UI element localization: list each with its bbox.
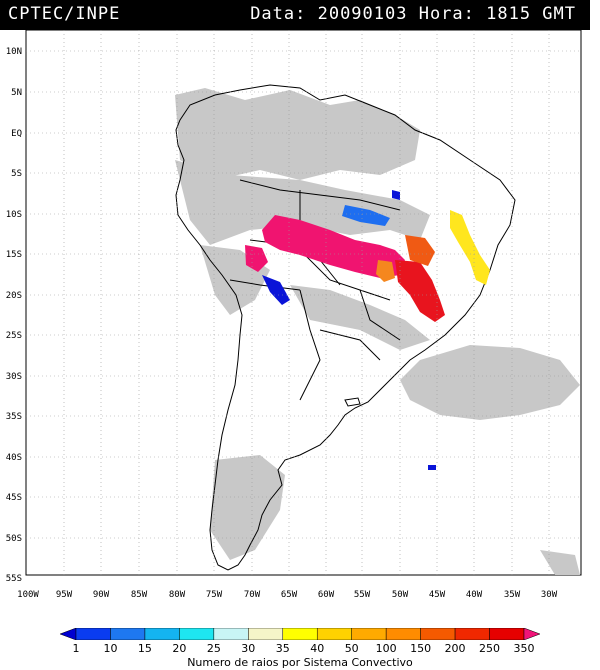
system-blue-south (262, 275, 290, 305)
lon-label: 65W (281, 590, 298, 600)
lon-label: 70W (244, 590, 261, 600)
colorbar-swatch (523, 628, 540, 640)
lat-label: 30S (6, 372, 22, 382)
colorbar-tick-label: 200 (444, 642, 466, 655)
colorbar-tick-label: 350 (513, 642, 535, 655)
lat-label: 10S (6, 210, 22, 220)
lat-label: 55S (6, 574, 22, 584)
cloud-patagonia (210, 455, 285, 560)
lat-label: EQ (11, 129, 22, 139)
system-orange (376, 260, 395, 282)
lon-label: 100W (17, 590, 39, 600)
lat-labels: 10N 5N EQ 5S 10S 15S 20S 25S 30S 35S 40S… (6, 47, 22, 584)
lat-label: 15S (6, 250, 22, 260)
cloud-cover (175, 88, 580, 575)
colorbar-swatch (213, 628, 249, 640)
south-america-outline (175, 84, 516, 571)
cloud-atlantic (400, 345, 580, 420)
colorbar-swatch (454, 628, 490, 640)
lon-label: 45W (429, 590, 446, 600)
system-red (395, 260, 445, 322)
system-yellow (450, 210, 490, 285)
system-blue-east (392, 190, 400, 200)
lon-label: 55W (354, 590, 371, 600)
lat-label: 50S (6, 534, 22, 544)
lat-label: 25S (6, 331, 22, 341)
lightning-map: 10N 5N EQ 5S 10S 15S 20S 25S 30S 35S 40S… (6, 30, 582, 600)
colorbar-tick-label: 50 (344, 642, 359, 655)
colorbar (60, 628, 540, 640)
colorbar-swatch (420, 628, 456, 640)
system-blue-north (342, 205, 390, 226)
system-magenta-main (262, 215, 405, 278)
cloud-amazon (175, 160, 430, 245)
colorbar-swatch (110, 628, 146, 640)
colorbar-tick-label: 25 (206, 642, 221, 655)
lon-label: 75W (206, 590, 223, 600)
lat-label: 45S (6, 493, 22, 503)
colorbar-tick-label: 40 (310, 642, 325, 655)
colorbar-tick-label: 1 (72, 642, 80, 655)
colorbar-swatch (282, 628, 318, 640)
colorbar-tick-label: 10 (103, 642, 118, 655)
cloud-north (175, 88, 420, 180)
colorbar-tick-label: 100 (375, 642, 397, 655)
system-magenta-west (245, 245, 268, 272)
colorbar-tick-label: 250 (479, 642, 501, 655)
convective-systems (245, 190, 490, 470)
lon-label: 95W (56, 590, 73, 600)
colorbar-swatch (351, 628, 387, 640)
datetime-label: Data: 20090103 Hora: 1815 GMT (250, 4, 576, 24)
source-label: CPTEC/INPE (8, 4, 121, 24)
lat-label: 5N (11, 88, 22, 98)
lon-label: 90W (93, 590, 110, 600)
colorbar-swatch (385, 628, 421, 640)
colorbar-swatch (75, 628, 111, 640)
system-blue-atlantic (428, 465, 436, 470)
colorbar-ticks: 1 10 15 20 25 30 35 40 50 100 150 200 250 350 (60, 642, 540, 655)
lon-label: 85W (131, 590, 148, 600)
colorbar-tick-label: 150 (410, 642, 432, 655)
colorbar-swatch (489, 628, 525, 640)
lat-label: 10N (6, 47, 22, 57)
colorbar-swatch (179, 628, 215, 640)
system-orange-dark (405, 235, 435, 266)
lon-label: 60W (318, 590, 335, 600)
colorbar-tick-label: 20 (172, 642, 187, 655)
lat-label: 20S (6, 291, 22, 301)
lat-label: 35S (6, 412, 22, 422)
colorbar-swatch (60, 628, 77, 640)
colorbar-swatch (144, 628, 180, 640)
lon-label: 40W (466, 590, 483, 600)
lon-label: 50W (392, 590, 409, 600)
colorbar-tick-label: 15 (137, 642, 152, 655)
cloud-central (290, 285, 430, 350)
lon-label: 30W (541, 590, 558, 600)
colorbar-tick-label: 30 (241, 642, 256, 655)
cloud-sw-atlantic (540, 550, 580, 575)
grid-lines (26, 30, 581, 575)
title-bar: CPTEC/INPE Data: 20090103 Hora: 1815 GMT (0, 0, 590, 30)
lat-label: 40S (6, 453, 22, 463)
lon-label: 35W (504, 590, 521, 600)
lat-label: 5S (11, 169, 22, 179)
island-falklands (344, 397, 361, 407)
lon-labels: 100W 95W 90W 85W 80W 75W 70W 65W 60W 55W… (17, 590, 558, 600)
lon-label: 80W (169, 590, 186, 600)
colorbar-tick-label: 35 (275, 642, 290, 655)
colorbar-swatch (248, 628, 284, 640)
colorbar-swatch (316, 628, 352, 640)
colorbar-label: Numero de raios por Sistema Convectivo (187, 656, 413, 669)
